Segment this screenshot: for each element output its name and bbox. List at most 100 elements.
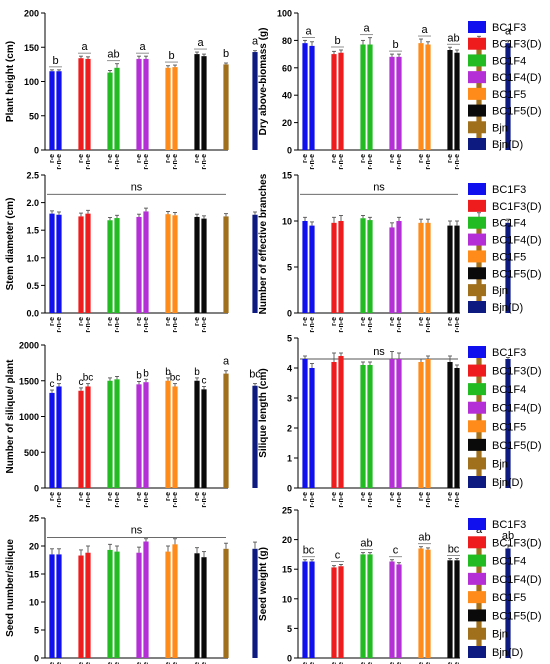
x-tick-label: r-e — [389, 317, 396, 326]
y-tick-label: 80 — [282, 36, 292, 46]
bar-bjnd — [252, 214, 258, 313]
significance-letter: a — [252, 36, 259, 48]
bar-bc1f5d — [454, 368, 460, 488]
significance-letter: ab — [107, 49, 119, 61]
significance-letter: a — [363, 23, 370, 35]
bar-bc1f4 — [107, 220, 113, 313]
bar-bc1f3d — [78, 58, 84, 150]
bar-bc1f5d — [201, 56, 207, 150]
y-axis-label: Seed number/silique — [5, 539, 16, 637]
legend-swatch — [468, 383, 486, 396]
x-tick-label: r-n-e — [425, 154, 432, 170]
bar-bc1f5d — [194, 553, 200, 658]
bar-bc1f4 — [114, 67, 120, 150]
significance-letter: a — [305, 25, 312, 37]
significance-letter: c — [202, 375, 207, 386]
legend-swatch — [468, 54, 486, 67]
significance-label: ns — [131, 525, 143, 537]
y-tick-label: 3 — [287, 394, 292, 404]
bar-bc1f5 — [425, 549, 431, 658]
y-tick-label: 0 — [287, 146, 292, 156]
y-axis-label: Silique length (cm) — [258, 368, 269, 457]
x-tick-label: r-e — [194, 154, 201, 163]
y-tick-label: 2.5 — [26, 171, 39, 181]
bar-bc1f4d — [389, 227, 395, 313]
bar-bc1f5 — [418, 43, 424, 150]
legend-swatch — [468, 457, 486, 470]
bar-bc1f5 — [418, 548, 424, 658]
bar-bc1f5d — [194, 54, 200, 150]
bar-bc1f5d — [454, 560, 460, 658]
x-tick-label: r-e — [331, 662, 338, 664]
legend-label: BC1F5 — [492, 421, 526, 433]
bar-bjnd — [505, 43, 511, 150]
significance-letter: a — [505, 25, 512, 37]
x-tick-label: r-n-e — [172, 154, 179, 170]
y-axis-label: Stem diameter (cm) — [5, 198, 16, 291]
bar-bc1f3 — [302, 43, 308, 150]
x-tick-label: r-n-e — [56, 662, 63, 664]
y-tick-label: 2 — [287, 424, 292, 434]
y-tick-label: 5 — [287, 263, 292, 273]
significance-letter: bc — [83, 373, 94, 384]
x-tick-label: r-e — [389, 492, 396, 501]
bar-bc1f5d — [201, 557, 207, 658]
bar-bc1f5 — [172, 386, 178, 488]
significance-letter: a — [197, 37, 204, 49]
x-tick-label: r-n-e — [114, 492, 121, 508]
x-tick-label: r-n-e — [309, 154, 316, 170]
x-tick-label: r-n-e — [309, 662, 316, 664]
x-tick-label: r-n-e — [367, 662, 374, 664]
x-tick-label: r-n-e — [201, 317, 208, 333]
bar-bjnd — [505, 359, 511, 488]
x-tick-label: r-n-e — [425, 662, 432, 664]
y-tick-label: 1.5 — [26, 226, 39, 236]
legend-label: Bjn(D) — [492, 477, 523, 489]
legend-label: Bjn — [492, 629, 508, 641]
x-tick-label: r-e — [136, 154, 143, 163]
bar-bc1f4 — [107, 549, 113, 658]
legend-swatch — [468, 71, 486, 84]
y-tick-label: 20 — [29, 542, 39, 552]
x-tick-label: r-n-e — [396, 317, 403, 333]
bar-bc1f3d — [85, 552, 91, 658]
x-tick-label: r-e — [165, 154, 172, 163]
x-tick-label: r-n-e — [454, 154, 461, 170]
significance-letter: b — [56, 373, 62, 384]
x-tick-label: r-n-e — [396, 492, 403, 508]
legend-swatch — [468, 346, 486, 358]
y-tick-label: 15 — [282, 565, 292, 575]
x-tick-label: r-n-e — [114, 317, 121, 333]
y-tick-label: 0 — [34, 484, 39, 494]
x-tick-label: r-e — [447, 317, 454, 326]
bar-bc1f4d — [136, 552, 142, 658]
legend-swatch — [468, 401, 486, 414]
y-tick-label: 10 — [282, 217, 292, 227]
x-tick-label: r-n-e — [338, 492, 345, 508]
legend-label: BC1F5(D) — [492, 268, 542, 280]
bar-bc1f4 — [360, 365, 366, 488]
bar-bc1f5d — [201, 218, 207, 313]
x-tick-label: r-e — [78, 154, 85, 163]
legend-swatch — [468, 554, 486, 567]
x-tick-label: r-n-e — [454, 492, 461, 508]
bar-bc1f4 — [360, 218, 366, 313]
bar-bc1f4d — [389, 56, 395, 151]
y-tick-label: 0 — [287, 484, 292, 494]
y-tick-label: 10 — [29, 598, 39, 608]
x-tick-label: r-n-e — [338, 317, 345, 333]
bar-bc1f4 — [367, 220, 373, 313]
legend-label: BC1F3 — [492, 347, 526, 359]
x-tick-label: r-e — [302, 154, 309, 163]
x-tick-label: r-e — [107, 154, 114, 163]
x-tick-label: r-n-e — [338, 662, 345, 664]
bar-bc1f5d — [194, 216, 200, 313]
significance-letter: b — [194, 367, 200, 378]
bar-bjnd — [505, 222, 511, 313]
x-tick-label: r-e — [447, 492, 454, 501]
x-tick-label: r-n-e — [454, 317, 461, 333]
x-tick-label: r-e — [49, 154, 56, 163]
significance-letter: b — [392, 39, 398, 51]
